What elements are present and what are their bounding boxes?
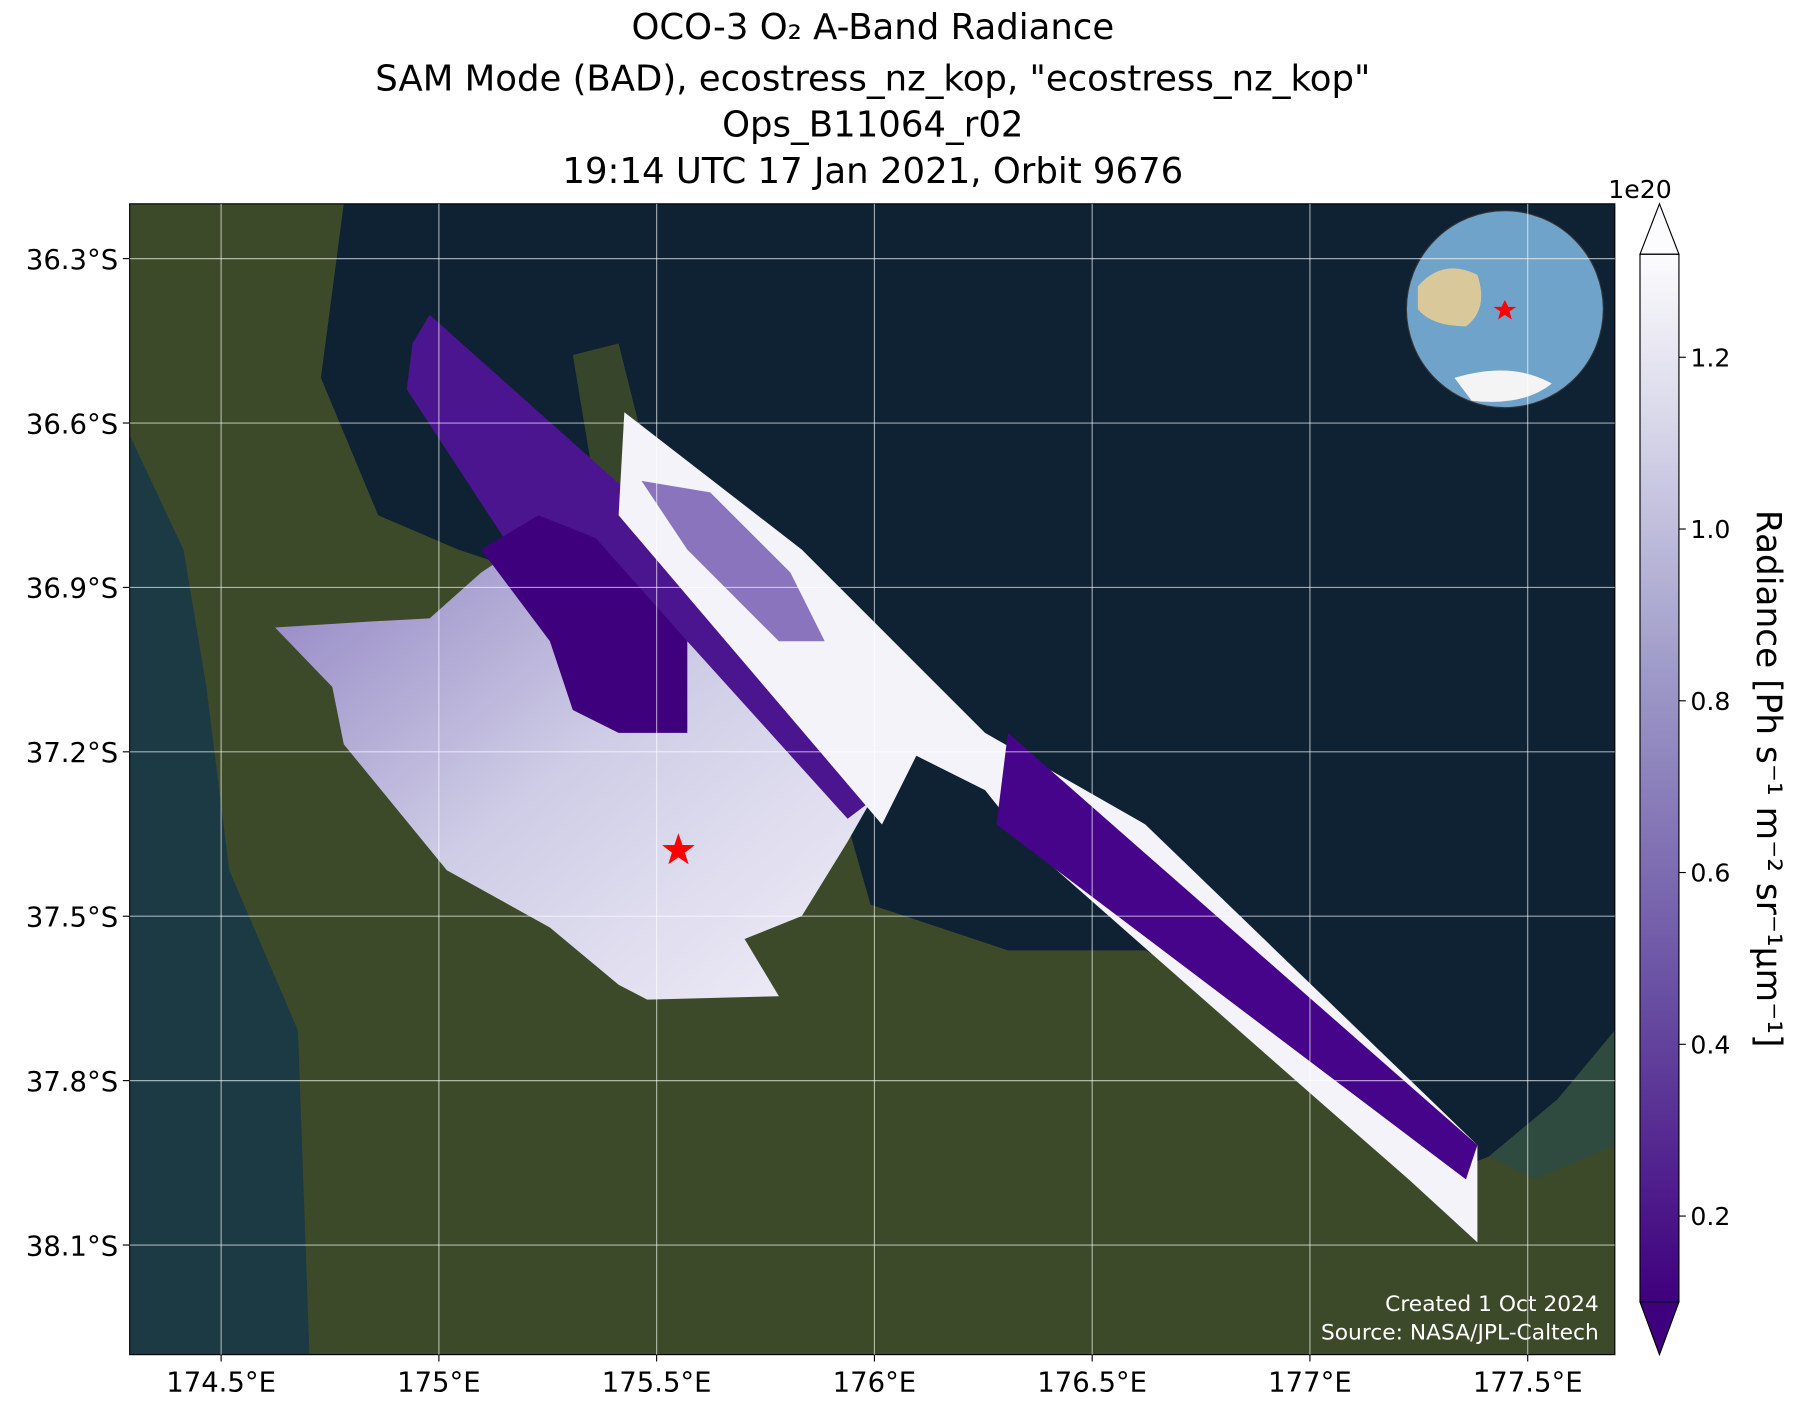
title-line: 19:14 UTC 17 Jan 2021, Orbit 9676 [562, 151, 1183, 192]
colorbar-tick-label: 1.0 [1690, 515, 1730, 544]
title-line: Ops_B11064_r02 [722, 104, 1023, 145]
radiance-swaths [275, 314, 1478, 1243]
x-tick-label: 176°E [833, 1366, 917, 1398]
colorbar-tick-label: 1.2 [1690, 343, 1730, 372]
colorbar-tick-label: 0.8 [1690, 687, 1730, 716]
y-tick-label: 37.5°S [26, 902, 118, 934]
x-tick-label: 174.5°E [166, 1366, 276, 1398]
globe-inset [1405, 210, 1604, 409]
y-tick-label: 36.9°S [26, 573, 118, 605]
colorbar [1640, 254, 1679, 1302]
y-tick-label: 37.8°S [26, 1066, 118, 1098]
y-tick-label: 36.3°S [26, 244, 118, 276]
x-tick-label: 175°E [397, 1366, 481, 1398]
colorbar-label: Radiance [Ph s⁻¹ m⁻² sr⁻¹μm⁻¹] [1748, 510, 1788, 1048]
colorbar-extend-bottom [1639, 1301, 1680, 1357]
colorbar-tick-label: 0.2 [1690, 1202, 1730, 1231]
x-tick-label: 175.5°E [602, 1366, 712, 1398]
colorbar-tick-label: 0.6 [1690, 859, 1730, 888]
title-line: OCO-3 O₂ A-Band Radiance [631, 7, 1114, 48]
colorbar-tick-label: 0.4 [1690, 1030, 1730, 1059]
colorbar-frame [1639, 253, 1680, 1303]
credit: Created 1 Oct 2024 [1385, 1292, 1599, 1317]
x-tick-label: 177.5°E [1473, 1366, 1583, 1398]
colorbar-extend-top [1639, 202, 1680, 255]
colorbar-exponent: 1e20 [1608, 175, 1672, 204]
map-frame [129, 203, 1616, 1356]
title-line: SAM Mode (BAD), ecostress_nz_kop, "ecost… [375, 58, 1370, 99]
target-star [662, 833, 695, 865]
y-tick-label: 36.6°S [26, 408, 118, 440]
credit: Source: NASA/JPL-Caltech [1321, 1321, 1599, 1346]
y-tick-label: 38.1°S [26, 1230, 118, 1262]
y-tick-label: 37.2°S [26, 737, 118, 769]
x-tick-label: 176.5°E [1037, 1366, 1147, 1398]
x-tick-label: 177°E [1268, 1366, 1352, 1398]
